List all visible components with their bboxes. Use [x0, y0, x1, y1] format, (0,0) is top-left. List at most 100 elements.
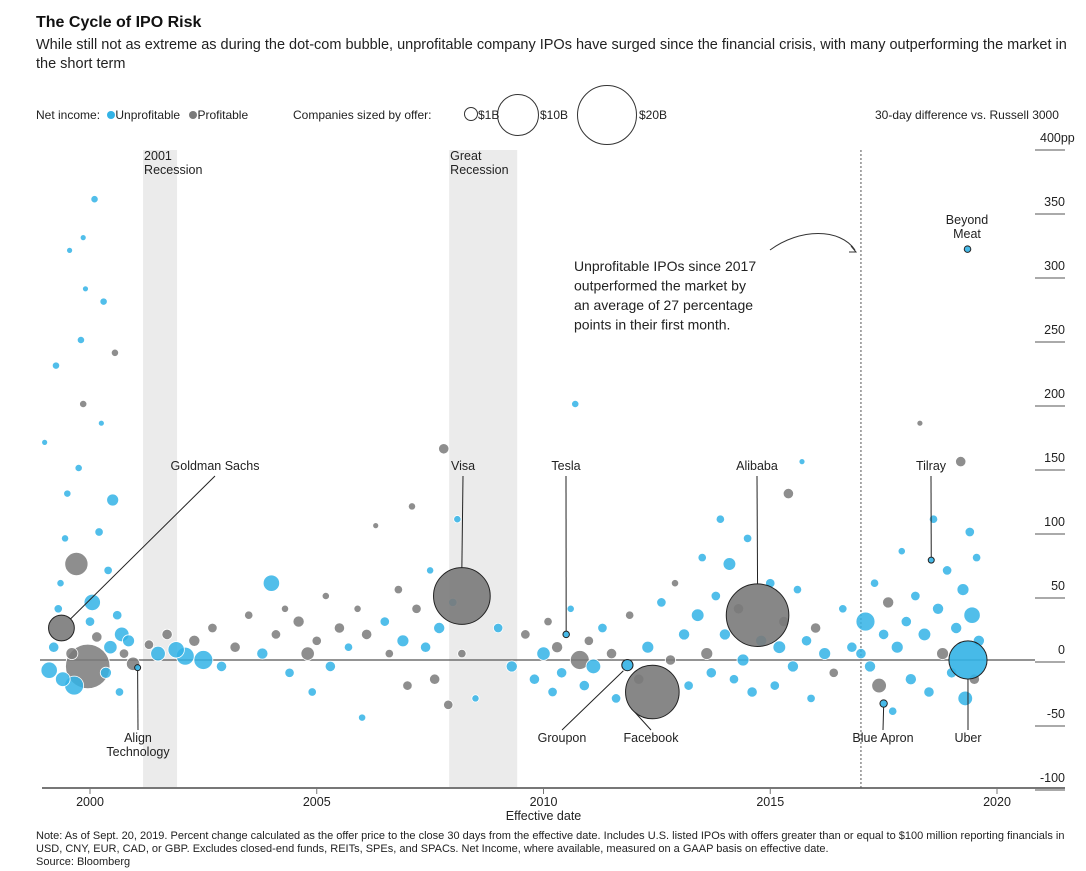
- y-tick-label: 300: [1044, 259, 1065, 273]
- unprofitable-ipo-point: [426, 566, 435, 575]
- legend-unprofitable-dot-icon: [107, 111, 116, 119]
- unprofitable-ipo-point: [786, 660, 799, 673]
- company-label: Visa: [451, 459, 475, 473]
- x-tick-label: 2000: [76, 795, 104, 809]
- profitable-ipo-point: [321, 591, 330, 601]
- profitable-ipo-point: [543, 616, 553, 627]
- y-tick-label: 50: [1051, 579, 1065, 593]
- unprofitable-ipo-point: [900, 616, 912, 628]
- y-axis-title: 30-day difference vs. Russell 3000: [875, 108, 1059, 122]
- unprofitable-ipo-point: [941, 565, 953, 576]
- unprofitable-ipo-point: [864, 660, 877, 673]
- unprofitable-ipo-point: [769, 680, 780, 691]
- annotation-text: an average of 27 percentage: [574, 297, 753, 313]
- profitable-ipo-point: [79, 399, 88, 409]
- profitable-ipo-point: [700, 647, 714, 660]
- unprofitable-ipo-point: [76, 335, 85, 345]
- unprofitable-ipo-point: [79, 234, 87, 242]
- unprofitable-ipo-point: [453, 515, 462, 524]
- company-label: Tilray: [916, 459, 947, 473]
- labeled-ipo-point: [621, 659, 634, 672]
- profitable-ipo-point: [955, 456, 967, 468]
- unprofitable-ipo-point: [838, 604, 848, 614]
- unprofitable-ipo-point: [40, 661, 58, 679]
- y-tick-label: 400pp: [1040, 131, 1075, 145]
- labeled-ipo-point: [948, 640, 988, 680]
- unprofitable-ipo-point: [932, 602, 945, 615]
- unprofitable-ipo-point: [99, 666, 112, 679]
- profitable-ipo-point: [384, 648, 394, 659]
- unprofitable-ipo-point: [167, 641, 185, 659]
- unprofitable-ipo-point: [656, 597, 667, 608]
- unprofitable-ipo-point: [547, 686, 558, 698]
- unprofitable-ipo-point: [41, 438, 49, 446]
- unprofitable-ipo-point: [51, 361, 61, 370]
- unprofitable-ipo-point: [705, 667, 717, 679]
- unprofitable-ipo-point: [358, 713, 367, 722]
- unprofitable-ipo-point: [215, 660, 228, 672]
- recession-label: Great: [450, 149, 482, 163]
- legend-size-label: Companies sized by offer:: [293, 108, 432, 122]
- unprofitable-ipo-point: [678, 628, 691, 641]
- profitable-ipo-point: [393, 584, 404, 595]
- unprofitable-ipo-point: [343, 642, 354, 652]
- unprofitable-ipo-point: [963, 606, 981, 624]
- company-label: Groupon: [538, 731, 587, 745]
- unprofitable-ipo-point: [571, 399, 580, 409]
- unprofitable-ipo-point: [74, 463, 83, 473]
- unprofitable-ipo-point: [772, 640, 787, 654]
- profitable-ipo-point: [372, 522, 380, 529]
- labeled-ipo-point: [625, 664, 680, 720]
- profitable-ipo-point: [457, 648, 467, 659]
- profitable-ipo-point: [429, 673, 441, 685]
- unprofitable-ipo-point: [956, 583, 970, 596]
- profitable-ipo-point: [810, 622, 822, 634]
- unprofitable-ipo-point: [878, 628, 890, 640]
- unprofitable-ipo-point: [855, 648, 867, 660]
- profitable-ipo-point: [110, 348, 120, 357]
- unprofitable-ipo-point: [90, 195, 99, 204]
- note-text: Note: As of Sept. 20, 2019. Percent chan…: [36, 830, 1065, 855]
- unprofitable-ipo-point: [897, 547, 906, 556]
- legend-size-20b: $20B: [639, 108, 668, 122]
- unprofitable-ipo-point: [379, 616, 390, 627]
- unprofitable-ipo-point: [60, 534, 70, 543]
- unprofitable-ipo-point: [53, 604, 63, 614]
- unprofitable-ipo-point: [103, 565, 113, 576]
- legend-size-1b: $1B: [478, 108, 500, 122]
- unprofitable-ipo-point: [505, 660, 518, 673]
- profitable-ipo-point: [161, 628, 173, 640]
- source-text: Source: Bloomberg: [36, 856, 131, 868]
- unprofitable-ipo-point: [103, 640, 118, 655]
- profitable-ipo-point: [411, 603, 422, 614]
- unprofitable-ipo-point: [396, 634, 410, 648]
- unprofitable-ipo-point: [55, 671, 71, 687]
- y-tick-label: 100: [1044, 515, 1065, 529]
- labeled-ipo-point: [562, 630, 570, 639]
- unprofitable-ipo-point: [63, 489, 72, 498]
- profitable-ipo-point: [407, 502, 417, 511]
- profitable-ipo-point: [270, 629, 282, 640]
- unprofitable-ipo-point: [122, 634, 135, 648]
- unprofitable-ipo-point: [256, 647, 269, 660]
- profitable-ipo-point: [664, 654, 677, 666]
- unprofitable-ipo-point: [742, 533, 753, 544]
- unprofitable-ipo-point: [420, 641, 432, 653]
- unprofitable-ipo-point: [556, 667, 568, 679]
- profitable-ipo-point: [402, 680, 413, 691]
- profitable-ipo-point: [882, 596, 895, 609]
- labeled-ipo-point: [48, 614, 75, 642]
- profitable-ipo-point: [670, 579, 680, 588]
- labeled-ipo-point: [963, 245, 972, 253]
- profitable-ipo-point: [871, 677, 887, 694]
- recession-label: Recession: [144, 163, 202, 177]
- profitable-ipo-point: [443, 699, 454, 710]
- profitable-ipo-point: [605, 648, 618, 660]
- unprofitable-ipo-point: [971, 552, 982, 563]
- chart-note: Note: As of Sept. 20, 2019. Percent chan…: [36, 830, 1076, 869]
- y-tick-label: 200: [1044, 387, 1065, 401]
- profitable-ipo-point: [828, 667, 839, 678]
- unprofitable-ipo-point: [94, 527, 104, 537]
